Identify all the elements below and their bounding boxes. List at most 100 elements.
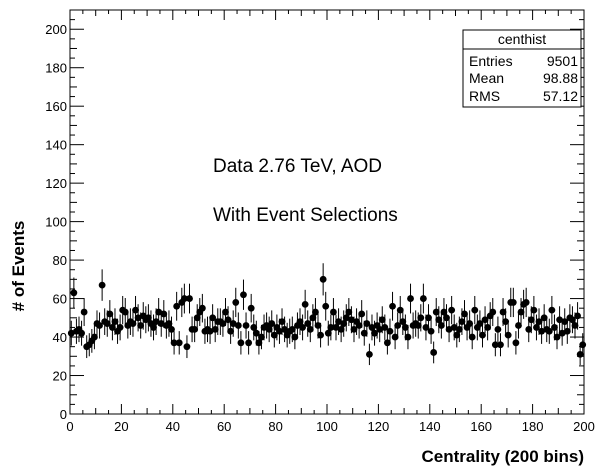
data-marker <box>548 306 556 314</box>
data-point <box>150 314 157 341</box>
data-marker <box>255 339 263 347</box>
data-marker <box>440 308 448 316</box>
data-marker <box>314 322 322 329</box>
data-point <box>358 300 366 328</box>
data-marker <box>569 316 576 324</box>
data-point <box>386 318 394 344</box>
x-tick-label: 120 <box>368 419 390 434</box>
data-marker <box>219 320 227 327</box>
data-point <box>109 314 116 341</box>
data-point <box>144 304 152 332</box>
data-point <box>440 298 448 327</box>
data-point <box>515 312 522 339</box>
data-marker <box>288 325 296 333</box>
data-point <box>394 312 402 339</box>
data-marker <box>67 329 75 337</box>
data-marker <box>224 316 232 324</box>
data-marker <box>358 310 366 318</box>
data-point <box>91 324 98 350</box>
data-point <box>494 316 502 343</box>
data-marker <box>91 333 98 341</box>
data-point <box>116 314 124 341</box>
data-marker <box>281 325 288 333</box>
data-point <box>468 324 476 350</box>
data-marker <box>170 339 178 347</box>
data-marker <box>245 339 253 347</box>
x-tick-label: 160 <box>470 419 492 434</box>
data-point <box>448 295 456 325</box>
data-point <box>479 322 486 348</box>
data-marker <box>222 308 229 316</box>
data-point <box>324 320 332 346</box>
data-marker <box>173 302 181 310</box>
x-tick-label: 80 <box>268 419 282 434</box>
data-marker <box>579 341 587 349</box>
data-point <box>317 322 324 348</box>
data-marker <box>252 329 260 337</box>
data-marker <box>437 322 445 329</box>
data-marker <box>427 327 435 335</box>
data-marker <box>168 325 175 333</box>
data-point <box>445 316 453 343</box>
data-marker <box>484 324 492 331</box>
data-marker <box>237 339 245 347</box>
data-point <box>75 316 83 343</box>
data-point <box>389 291 396 321</box>
data-point <box>453 322 461 348</box>
data-point <box>234 312 242 339</box>
data-point <box>191 316 199 343</box>
data-point <box>240 279 247 310</box>
data-point <box>309 304 317 332</box>
y-tick-label: 140 <box>45 138 67 153</box>
data-marker <box>229 320 237 327</box>
data-marker <box>368 324 376 331</box>
data-marker <box>556 316 563 324</box>
data-point <box>121 298 129 327</box>
data-marker <box>461 310 468 318</box>
data-marker <box>432 308 440 316</box>
data-marker <box>571 322 579 329</box>
data-point <box>533 314 540 341</box>
data-marker <box>563 327 571 335</box>
data-point <box>98 269 106 301</box>
data-point <box>576 343 584 366</box>
data-point <box>183 335 191 359</box>
data-marker <box>134 314 142 322</box>
y-tick-label: 60 <box>53 292 67 307</box>
data-marker <box>309 314 317 322</box>
data-marker <box>453 331 461 339</box>
data-marker <box>165 320 173 327</box>
data-point <box>538 318 545 344</box>
data-marker <box>533 324 540 331</box>
data-marker <box>337 325 345 333</box>
data-marker <box>137 322 145 329</box>
x-axis: 0 20 40 60 80 100 120 140 160 180 200 <box>66 10 595 434</box>
data-marker <box>576 350 584 358</box>
data-marker <box>330 308 337 316</box>
data-marker <box>515 322 522 329</box>
data-point <box>198 293 206 323</box>
data-point <box>237 331 245 355</box>
data-marker <box>371 329 378 337</box>
data-marker <box>499 308 507 316</box>
data-marker <box>150 324 157 331</box>
data-point <box>484 314 492 341</box>
data-marker <box>525 325 533 333</box>
data-marker <box>386 327 394 335</box>
data-marker <box>553 333 561 341</box>
data-marker <box>106 310 114 318</box>
data-marker <box>152 318 160 326</box>
data-marker <box>366 350 373 358</box>
data-point <box>129 310 137 337</box>
data-marker <box>404 333 412 341</box>
data-marker <box>160 310 168 318</box>
data-marker <box>538 327 545 335</box>
data-point <box>301 289 309 319</box>
data-marker <box>327 324 335 331</box>
data-marker <box>419 295 427 302</box>
x-tick-label: 100 <box>316 419 338 434</box>
data-marker <box>376 325 384 333</box>
data-marker <box>545 327 553 335</box>
data-point <box>96 312 103 339</box>
data-marker <box>561 318 569 326</box>
